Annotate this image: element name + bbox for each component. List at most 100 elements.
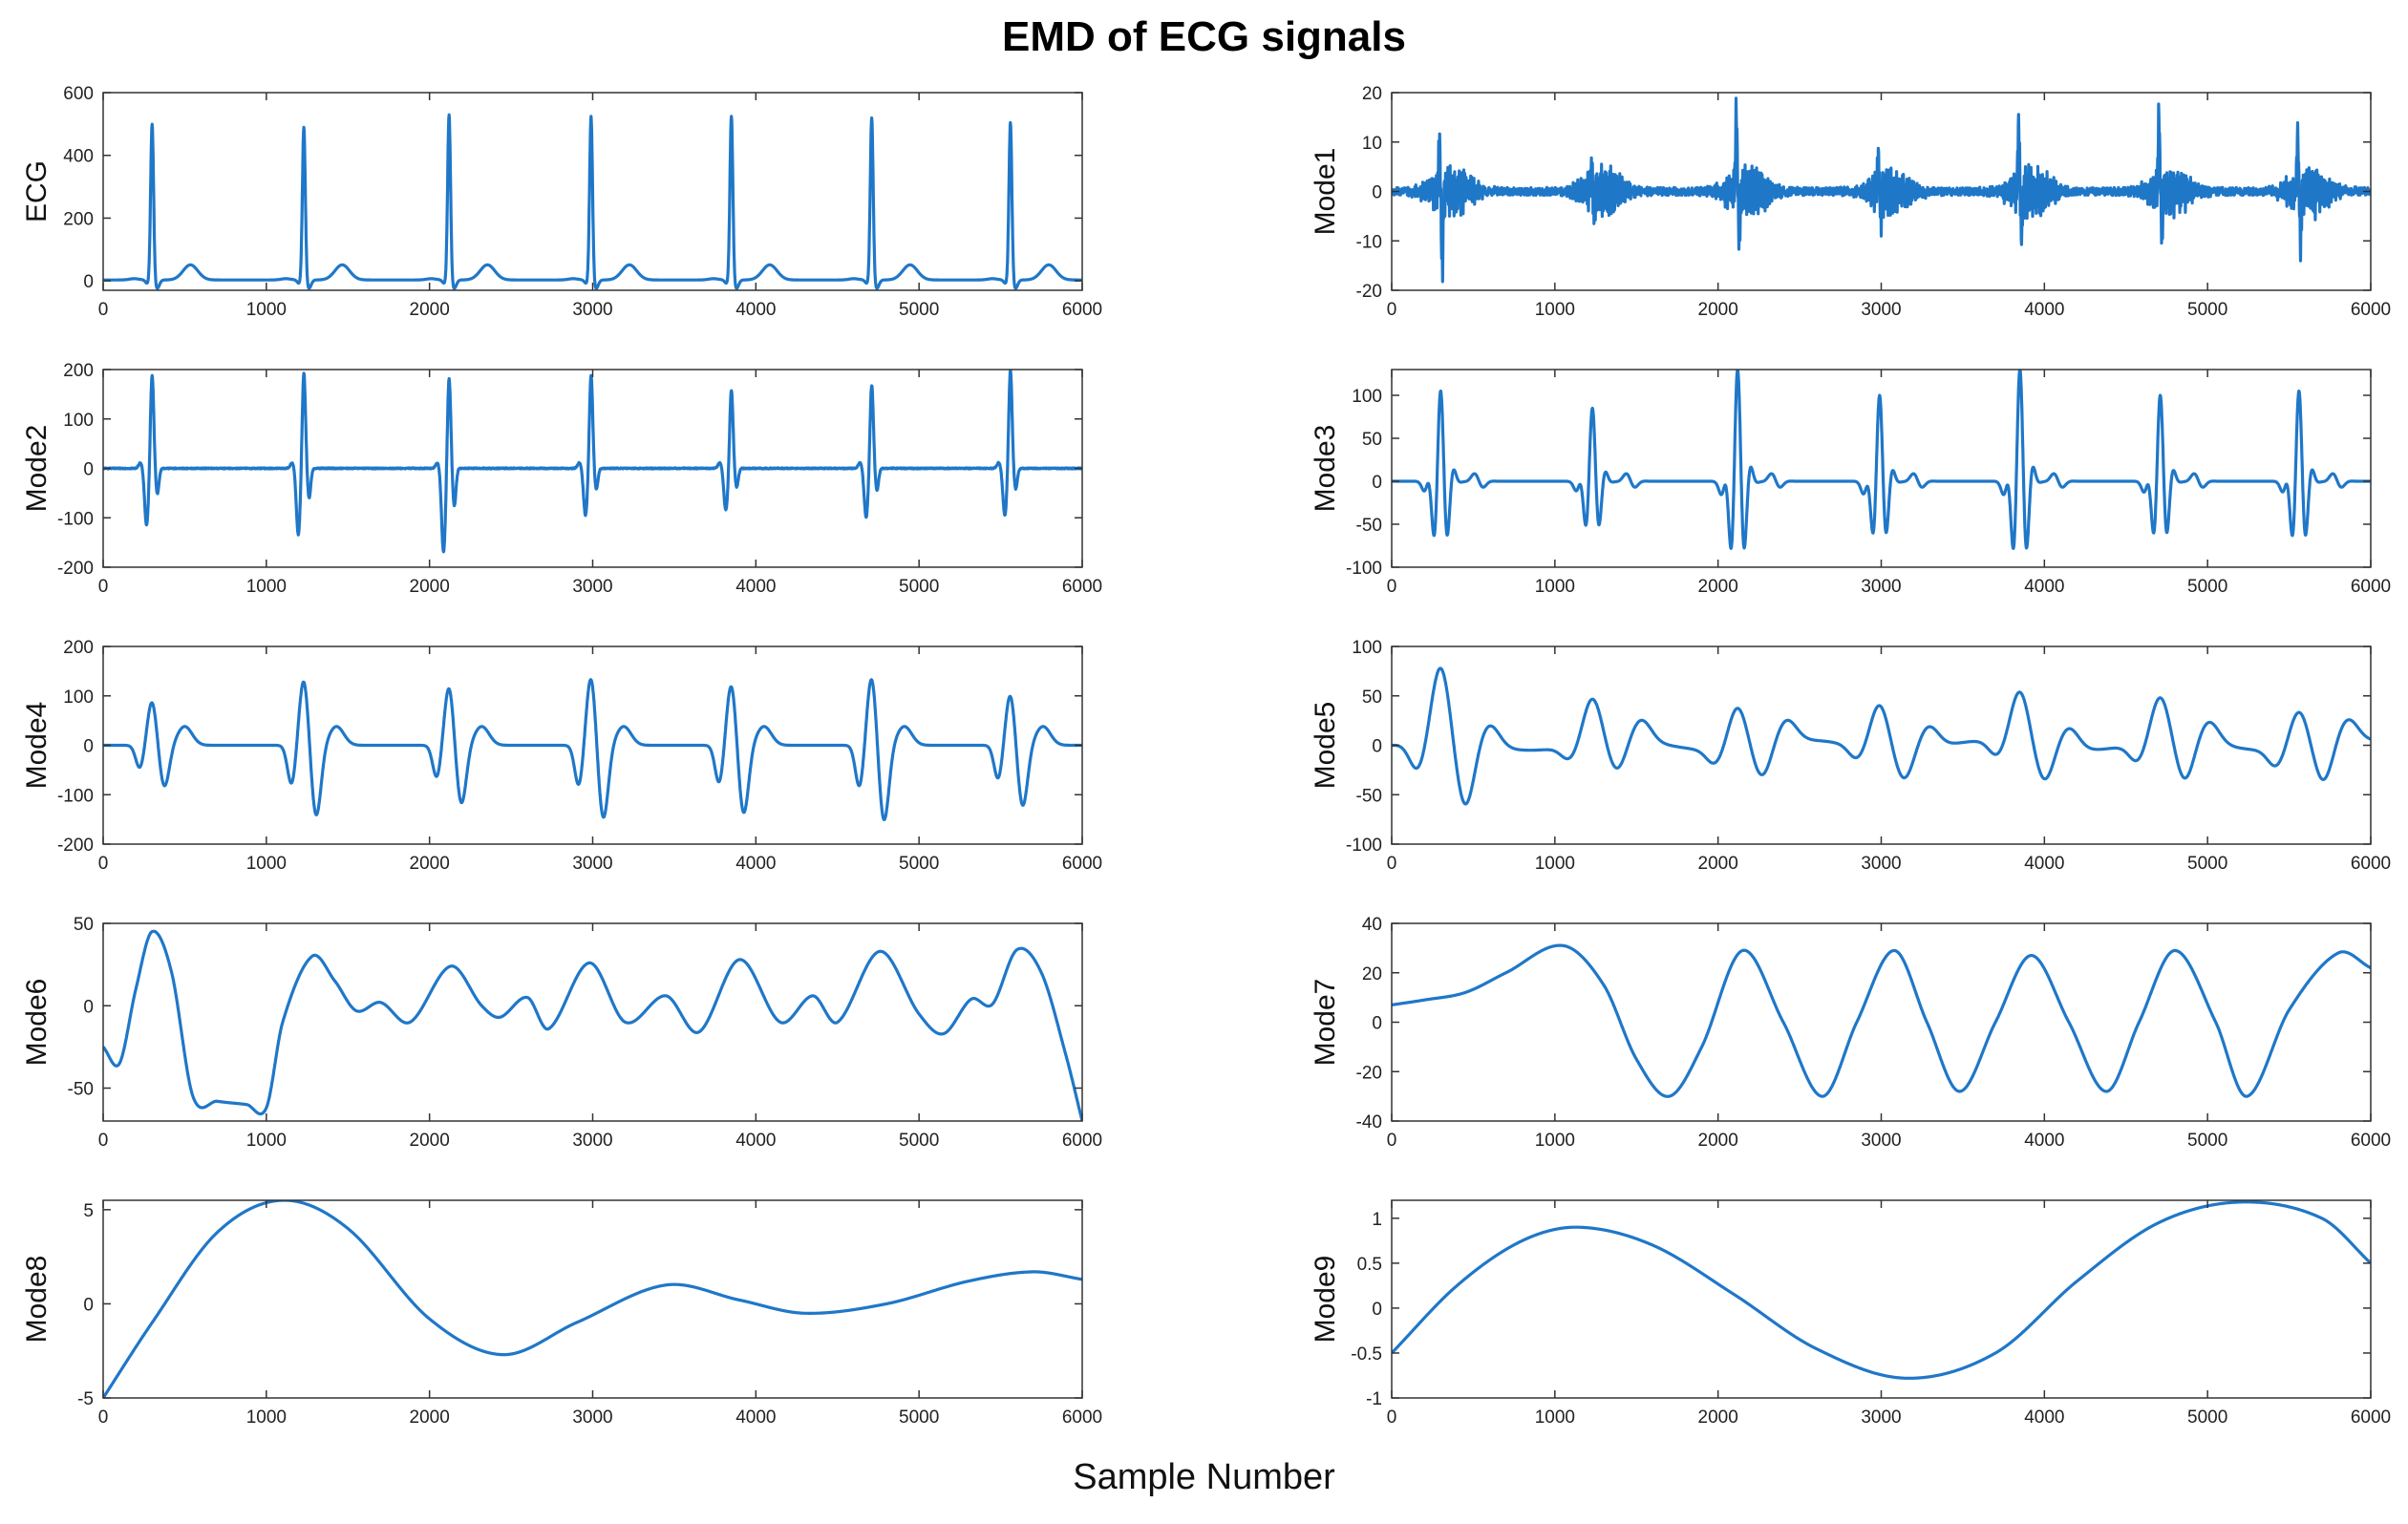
subplot-mode9: 0 1000 2000 3000 4000 5000 6000 -1 -0.5 0 0.5 1 Mode… bbox=[1310, 1199, 2391, 1428]
x-tick-label: 1000 bbox=[1535, 1408, 1575, 1428]
x-tick-label: 5000 bbox=[899, 300, 939, 320]
x-tick-label: 1000 bbox=[246, 854, 287, 874]
x-tick-label: 0 bbox=[1387, 577, 1397, 597]
x-tick-label: 4000 bbox=[735, 1408, 776, 1428]
x-tick-label: 3000 bbox=[572, 854, 612, 874]
subplot-ecg: 0 1000 2000 3000 4000 5000 6000 0 200 400 600 ECG bbox=[21, 84, 1102, 320]
subplot-mode4: 0 1000 2000 3000 4000 5000 6000 -200 -100 0 100 200… bbox=[21, 638, 1102, 874]
subplot-mode1: 0 1000 2000 3000 4000 5000 6000 -20 -10 0 10 20 Mode… bbox=[1310, 84, 2391, 320]
x-tick-label: 1000 bbox=[1535, 577, 1575, 597]
y-tick-label: 1 bbox=[1372, 1210, 1382, 1230]
x-tick-label: 6000 bbox=[1062, 300, 1102, 320]
y-tick-label: -100 bbox=[1346, 559, 1382, 579]
y-tick-label: -1 bbox=[1366, 1389, 1382, 1409]
x-tick-label: 5000 bbox=[2187, 1408, 2227, 1428]
y-tick-label: 0 bbox=[1372, 183, 1382, 203]
axes-box bbox=[102, 1199, 1083, 1399]
y-tick-label: -100 bbox=[57, 786, 94, 806]
x-tick-label: 2000 bbox=[410, 577, 450, 597]
x-tick-label: 3000 bbox=[1861, 1408, 1901, 1428]
y-tick-label: -5 bbox=[77, 1389, 94, 1409]
x-tick-label: 2000 bbox=[410, 854, 450, 874]
x-tick-label: 3000 bbox=[1861, 854, 1901, 874]
x-tick-label: 6000 bbox=[1062, 1131, 1102, 1151]
subplot-mode2: 0 1000 2000 3000 4000 5000 6000 -200 -100 0 100 200… bbox=[21, 361, 1102, 597]
y-tick-label: 100 bbox=[1352, 638, 1382, 658]
subplot-mode3: 0 1000 2000 3000 4000 5000 6000 -100 -50 0 50 100 Mo… bbox=[1310, 369, 2391, 597]
y-tick-label: -50 bbox=[1356, 786, 1382, 806]
figure-x-axis-label: Sample Number bbox=[1073, 1457, 1335, 1497]
y-tick-label: -200 bbox=[57, 836, 94, 856]
y-tick-label: 20 bbox=[1362, 964, 1382, 984]
x-tick-label: 6000 bbox=[1062, 854, 1102, 874]
y-axis-label: Mode7 bbox=[1310, 979, 1341, 1067]
subplot-mode6: 0 1000 2000 3000 4000 5000 6000 -50 0 50 Mode6 bbox=[21, 915, 1102, 1151]
x-tick-label: 2000 bbox=[1698, 1408, 1738, 1428]
y-tick-label: 0 bbox=[1372, 473, 1382, 493]
x-tick-label: 5000 bbox=[899, 577, 939, 597]
x-tick-label: 4000 bbox=[735, 1131, 776, 1151]
series-line-ecg bbox=[103, 113, 1082, 290]
figure-title: EMD of ECG signals bbox=[1002, 13, 1406, 60]
x-tick-label: 3000 bbox=[572, 300, 612, 320]
y-axis-label: Mode4 bbox=[21, 702, 53, 790]
x-tick-label: 4000 bbox=[735, 300, 776, 320]
y-tick-label: -40 bbox=[1356, 1112, 1382, 1132]
series-line-mode6 bbox=[103, 929, 1082, 1121]
x-tick-label: 0 bbox=[98, 300, 109, 320]
x-tick-label: 3000 bbox=[1861, 1131, 1901, 1151]
x-tick-label: 2000 bbox=[410, 1408, 450, 1428]
x-tick-label: 4000 bbox=[735, 854, 776, 874]
x-tick-label: 3000 bbox=[572, 1131, 612, 1151]
x-tick-label: 6000 bbox=[2351, 854, 2391, 874]
x-tick-label: 0 bbox=[98, 854, 109, 874]
subplot-mode5: 0 1000 2000 3000 4000 5000 6000 -100 -50 0 50 100 Mo… bbox=[1310, 638, 2391, 874]
series-line-mode8 bbox=[103, 1200, 1082, 1398]
series-line-mode4 bbox=[103, 678, 1082, 821]
y-tick-label: 20 bbox=[1362, 84, 1382, 104]
x-tick-label: 3000 bbox=[572, 577, 612, 597]
y-tick-label: -100 bbox=[1346, 836, 1382, 856]
y-tick-label: -20 bbox=[1356, 1063, 1382, 1083]
y-axis-label: Mode6 bbox=[21, 979, 53, 1067]
y-tick-label: 100 bbox=[1352, 387, 1382, 407]
y-tick-label: 50 bbox=[1362, 688, 1382, 708]
y-tick-label: 100 bbox=[63, 688, 94, 708]
y-axis-label: Mode8 bbox=[21, 1256, 53, 1344]
series-line-mode7 bbox=[1392, 943, 2371, 1098]
y-tick-label: 50 bbox=[74, 915, 94, 935]
x-tick-label: 5000 bbox=[2187, 1131, 2227, 1151]
x-tick-label: 5000 bbox=[899, 1408, 939, 1428]
y-tick-label: 400 bbox=[63, 147, 94, 167]
x-tick-label: 4000 bbox=[735, 577, 776, 597]
x-tick-label: 6000 bbox=[2351, 577, 2391, 597]
y-tick-label: 0 bbox=[1372, 1300, 1382, 1320]
x-tick-label: 1000 bbox=[246, 300, 287, 320]
x-tick-label: 4000 bbox=[2024, 854, 2064, 874]
y-tick-label: 0 bbox=[83, 272, 94, 292]
x-tick-label: 3000 bbox=[1861, 577, 1901, 597]
y-tick-label: -200 bbox=[57, 559, 94, 579]
y-axis-label: Mode5 bbox=[1310, 702, 1341, 790]
axes-box bbox=[1391, 646, 2372, 845]
x-tick-label: 6000 bbox=[2351, 1131, 2391, 1151]
x-tick-label: 6000 bbox=[1062, 1408, 1102, 1428]
x-tick-label: 0 bbox=[1387, 1408, 1397, 1428]
x-tick-label: 5000 bbox=[899, 854, 939, 874]
x-tick-label: 5000 bbox=[2187, 854, 2227, 874]
y-axis-label: Mode3 bbox=[1310, 425, 1341, 513]
y-tick-label: 0 bbox=[83, 460, 94, 480]
y-tick-label: 50 bbox=[1362, 430, 1382, 450]
x-tick-label: 5000 bbox=[899, 1131, 939, 1151]
series-line-mode9 bbox=[1392, 1200, 2371, 1380]
y-axis-label: Mode2 bbox=[21, 425, 53, 513]
y-tick-label: 100 bbox=[63, 411, 94, 431]
y-tick-label: 0 bbox=[1372, 737, 1382, 757]
x-tick-label: 4000 bbox=[2024, 1131, 2064, 1151]
x-tick-label: 3000 bbox=[572, 1408, 612, 1428]
y-tick-label: 600 bbox=[63, 84, 94, 104]
x-tick-label: 0 bbox=[1387, 854, 1397, 874]
series-line-mode2 bbox=[103, 370, 1082, 554]
axes-box bbox=[1391, 1199, 2372, 1399]
